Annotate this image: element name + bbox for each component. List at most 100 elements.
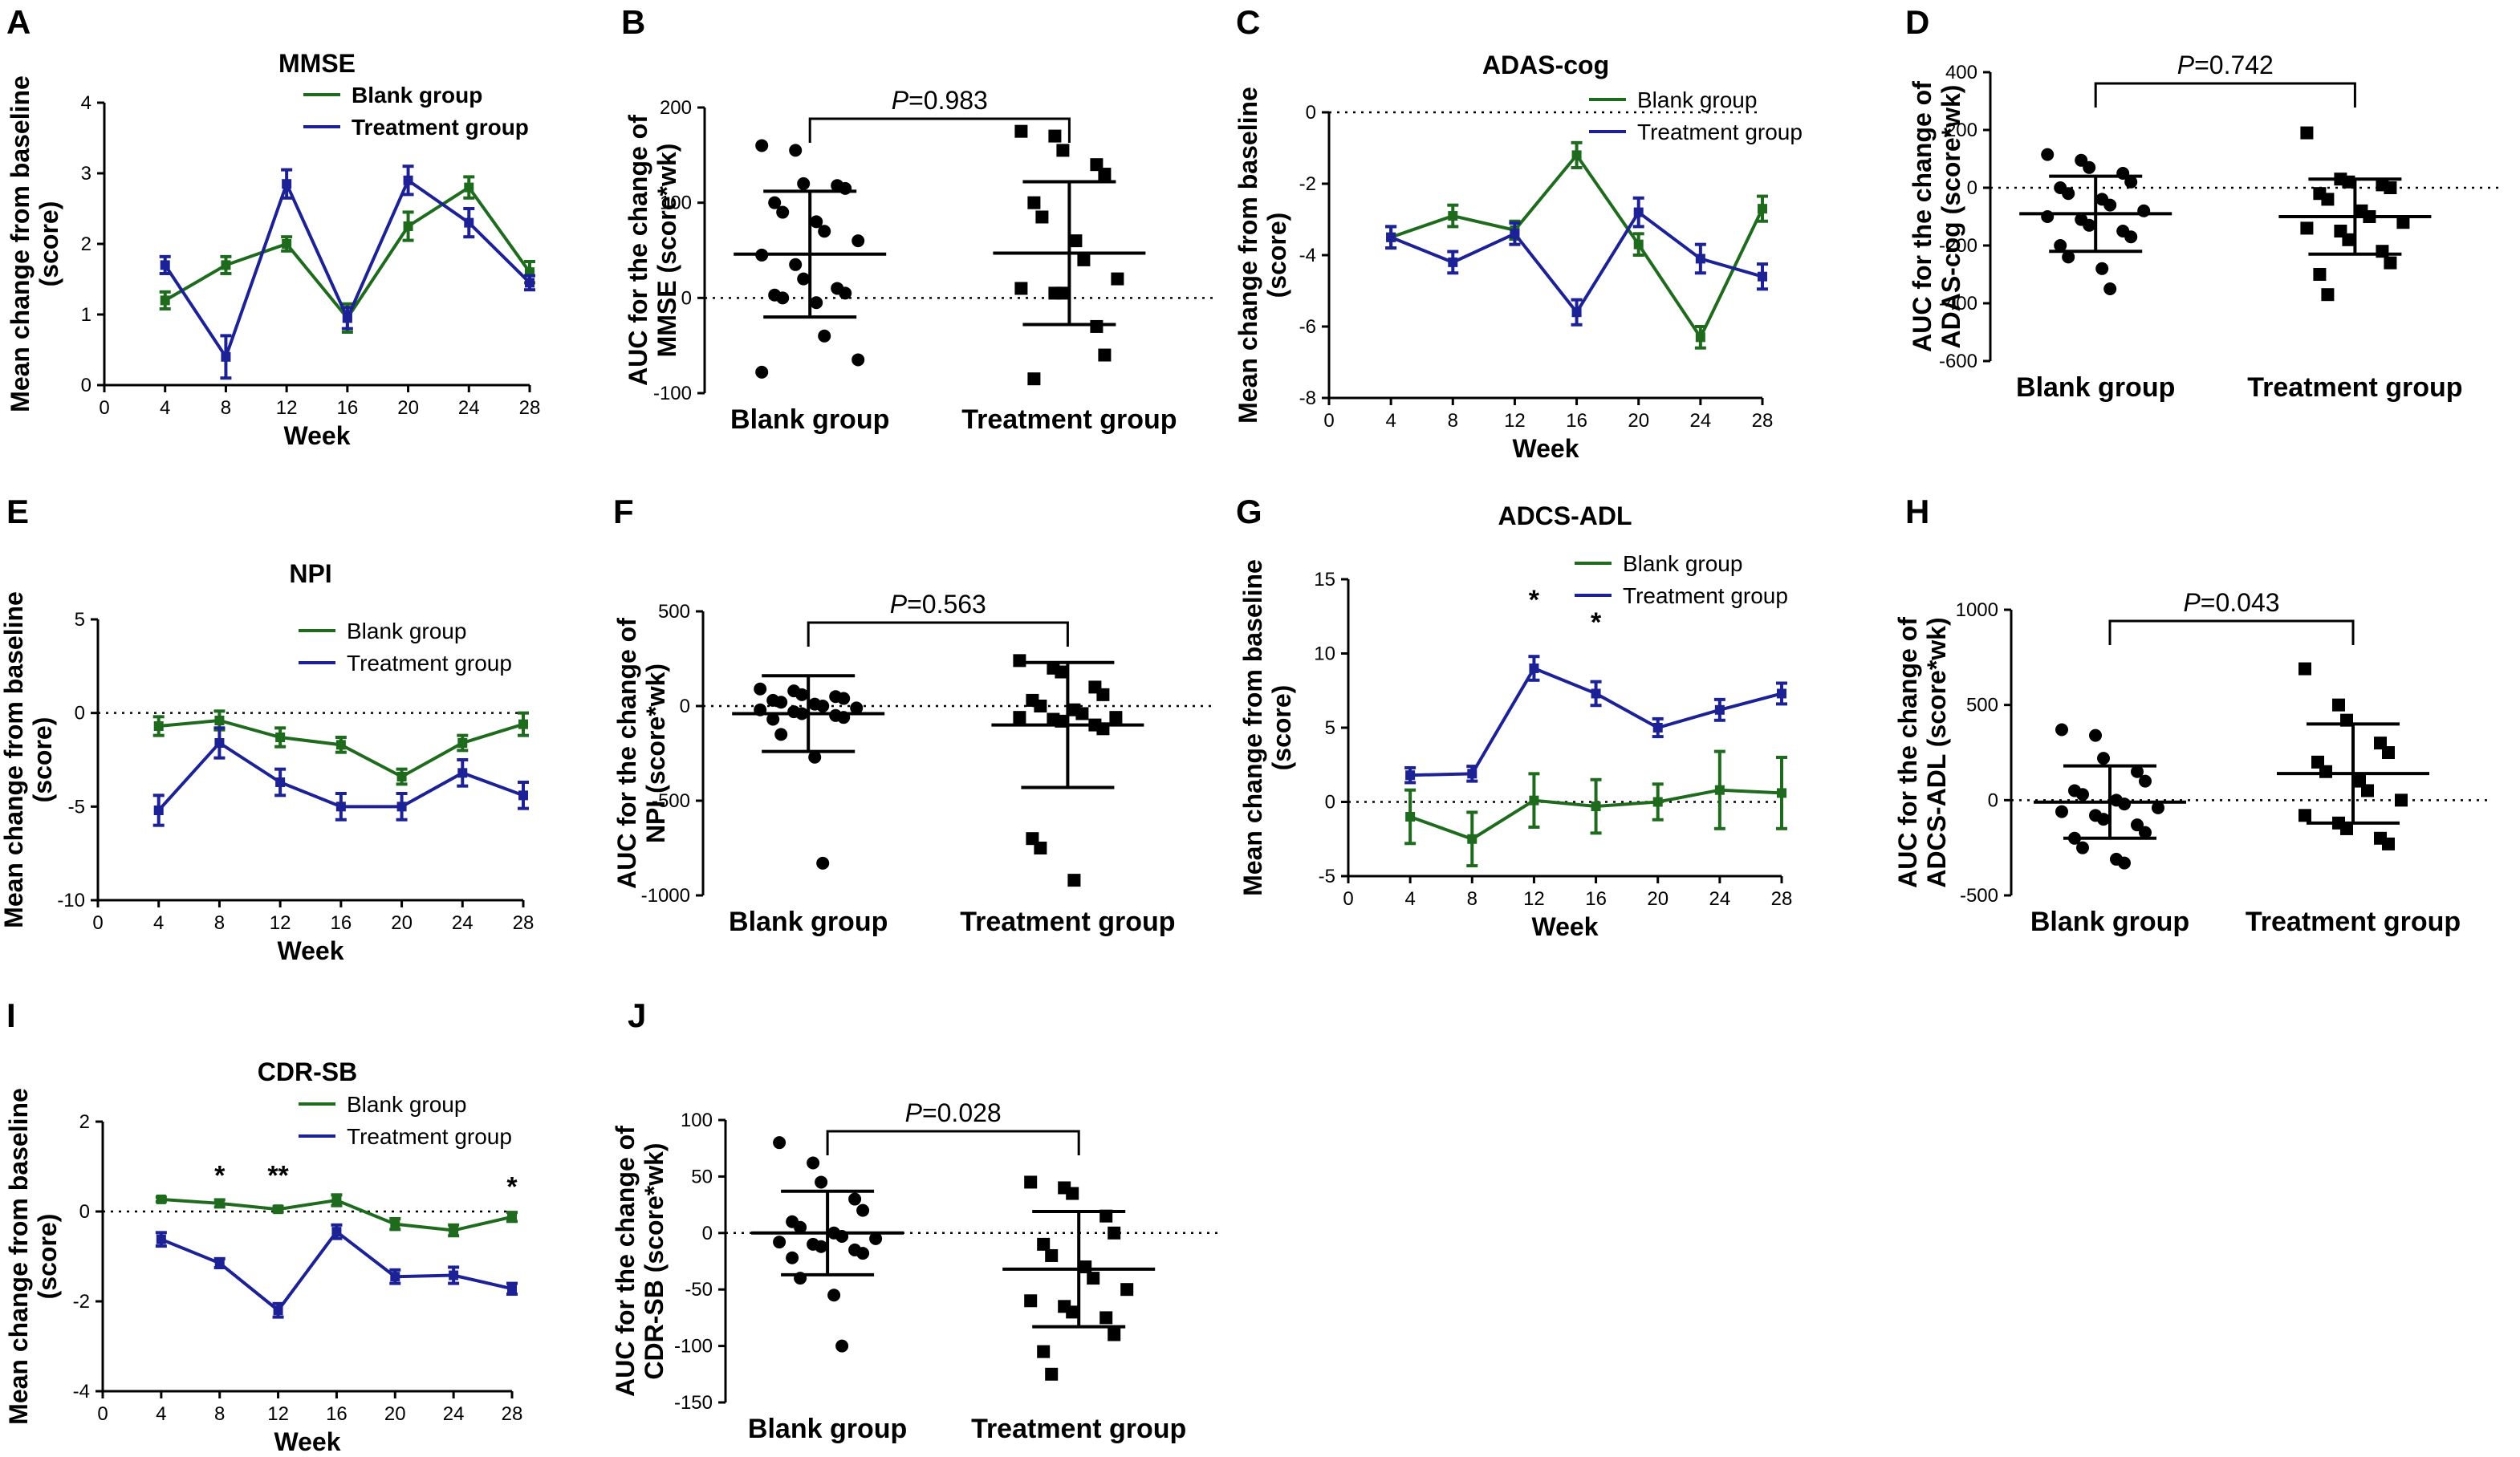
data-point — [2382, 837, 2395, 850]
data-point — [403, 221, 413, 231]
data-point — [797, 177, 811, 190]
data-point — [797, 272, 811, 286]
x-tick-label: 24 — [458, 397, 480, 419]
p-symbol: P — [905, 1098, 923, 1127]
y-axis-title-line2: MMSE (score*wk) — [652, 144, 681, 358]
x-tick-label: 16 — [337, 397, 359, 419]
data-point — [1120, 1283, 1134, 1297]
x-tick-label: 4 — [156, 1403, 166, 1425]
category-label: Treatment group — [961, 404, 1177, 435]
legend-label: Blank group — [347, 619, 466, 643]
data-point — [2342, 233, 2355, 246]
data-point — [2083, 160, 2096, 174]
data-point — [275, 777, 286, 787]
category-label: Blank group — [748, 1414, 907, 1444]
data-point — [282, 239, 292, 249]
data-point — [2097, 813, 2110, 826]
data-point — [1467, 834, 1477, 844]
series-line — [1390, 209, 1763, 315]
data-point — [852, 234, 865, 248]
y-tick-label: -150 — [674, 1392, 713, 1414]
data-point — [1090, 319, 1104, 333]
data-point — [273, 1305, 283, 1316]
x-tick-label: 24 — [1690, 410, 1712, 432]
data-point — [518, 790, 528, 801]
data-point — [1048, 129, 1062, 143]
data-point — [2376, 245, 2389, 258]
y-tick-label: -4 — [73, 1381, 90, 1402]
significance-bracket — [2108, 619, 2355, 645]
data-point — [2054, 239, 2067, 252]
data-point — [1758, 204, 1767, 214]
data-point — [1405, 812, 1416, 822]
data-point — [1098, 348, 1112, 362]
y-axis-title-line1: Mean change from baseline — [6, 75, 35, 412]
series-line — [164, 185, 531, 321]
data-point — [1467, 769, 1477, 779]
data-point — [789, 144, 803, 157]
data-point — [396, 772, 407, 781]
y-axis-title-line1: Mean change from baseline — [1238, 559, 1267, 896]
data-point — [2298, 662, 2311, 676]
y-tick-label: -200 — [1939, 235, 1977, 257]
y-axis-title-line1: Mean change from baseline — [0, 591, 28, 928]
data-point — [1024, 1294, 1038, 1308]
data-point — [1695, 332, 1705, 343]
x-axis-title: Week — [283, 421, 350, 450]
y-tick-label: 0 — [1306, 102, 1316, 124]
data-point — [856, 1203, 870, 1217]
data-point — [464, 182, 474, 193]
data-point — [1695, 254, 1705, 264]
x-tick-label: 8 — [214, 1403, 225, 1425]
data-point — [449, 1270, 459, 1280]
x-tick-label: 20 — [391, 912, 413, 934]
panel-c: C ADAS-cog 0 4 8 12 16 20 24 28 -8 -6 -4 -2 0 Week Mean … — [1234, 3, 1803, 463]
data-point — [1013, 711, 1026, 724]
y-tick-label: -5 — [1319, 866, 1335, 887]
data-point — [2139, 774, 2152, 788]
data-point — [1077, 253, 1091, 266]
y-axis-title-line1: AUC for the change of — [611, 1126, 640, 1397]
p-value-label: P=0.043 — [2183, 588, 2279, 617]
x-tick-label: 8 — [221, 397, 231, 419]
group-blank — [732, 674, 885, 870]
data-point — [2055, 805, 2068, 818]
data-point — [1027, 372, 1041, 386]
x-tick-label: 12 — [276, 397, 298, 419]
data-point — [273, 1204, 283, 1215]
y-tick-label: 2 — [79, 1111, 90, 1133]
x-tick-label: 16 — [1566, 410, 1587, 432]
data-point — [789, 258, 803, 271]
chart-title: MMSE — [278, 49, 356, 78]
data-point — [810, 215, 823, 229]
p-value-label: P=0.742 — [2177, 51, 2274, 79]
y-tick-label: 200 — [1945, 120, 1977, 141]
significance-bracket — [807, 621, 1069, 647]
x-tick-label: 4 — [153, 912, 164, 934]
data-point — [869, 1232, 883, 1245]
data-point — [2076, 841, 2089, 854]
y-tick-label: 0 — [79, 1201, 90, 1223]
data-point — [1037, 1345, 1051, 1358]
series-line — [161, 1229, 513, 1313]
x-tick-label: 0 — [97, 1403, 108, 1425]
p-symbol: P — [2177, 51, 2195, 79]
data-point — [1777, 688, 1786, 699]
x-tick-label: 16 — [1585, 888, 1607, 910]
data-point — [282, 179, 292, 189]
panel-letter: A — [6, 3, 30, 41]
x-axis-title: Week — [277, 936, 343, 965]
y-axis-title-line2: NPI (score*wk) — [641, 664, 670, 843]
data-point — [815, 1240, 828, 1253]
y-axis-title-line2: ADAS-cog (score*wk) — [1937, 85, 1965, 349]
data-point — [1066, 1187, 1079, 1200]
y-axis-title: AUC for the change of ADAS-cog (score*wk) — [1908, 81, 1965, 352]
panel-g: G ADCS-ADL 0 4 8 12 16 20 24 28 -5 0 5 10 15 Week Mean c… — [1236, 493, 1792, 941]
data-point — [816, 856, 830, 870]
data-point — [160, 260, 170, 270]
data-point — [2124, 230, 2138, 244]
data-point — [1035, 210, 1049, 224]
significance-marker: * — [1591, 607, 1602, 638]
data-point — [525, 278, 534, 288]
group-treatment — [2278, 126, 2432, 302]
